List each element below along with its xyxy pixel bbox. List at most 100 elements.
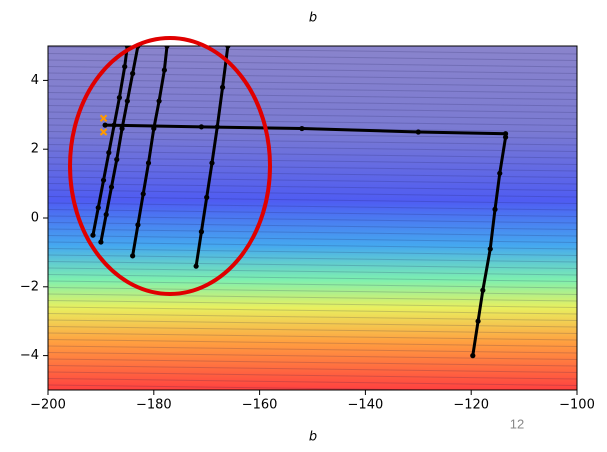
trajectory-point [122, 64, 128, 70]
x-tick-label: −100 [559, 398, 595, 413]
contour-line [48, 384, 464, 390]
trajectory-line [99, 46, 140, 243]
contour-line [48, 176, 577, 185]
contour-line [48, 371, 577, 380]
trajectory-point [299, 125, 305, 132]
contour-line [48, 274, 577, 282]
contour-background [48, 46, 577, 390]
contour-line [48, 189, 577, 198]
x-tick-label: −160 [242, 398, 278, 413]
top-label: b [309, 11, 317, 26]
trajectory-point [156, 98, 162, 104]
x-tick-label: −140 [348, 398, 384, 413]
trajectory-point [98, 239, 104, 245]
y-tick-label: 0 [31, 211, 39, 226]
trajectory-point [497, 170, 503, 176]
y-tick-label: −4 [20, 348, 39, 363]
contour-line [48, 66, 577, 74]
trajectory-point [102, 122, 108, 128]
contour-line [48, 345, 577, 354]
contour-line [48, 72, 577, 81]
contour-line [48, 131, 577, 139]
trajectory-point [502, 131, 509, 137]
contour-line [48, 144, 577, 152]
contour-line [48, 85, 577, 94]
trajectory-line [91, 46, 129, 236]
contour-line [48, 306, 577, 315]
contour-line [48, 183, 577, 191]
trajectory-line [105, 123, 508, 356]
trajectory-point [415, 129, 421, 135]
contour-line [48, 202, 577, 211]
trajectory-point [114, 156, 120, 163]
contour-line [48, 150, 577, 159]
contour-line [48, 339, 577, 347]
trajectory-point [140, 191, 146, 197]
contour-line [48, 79, 577, 87]
contour-line [48, 111, 577, 120]
trajectory-point [124, 98, 130, 104]
trajectory-point [475, 318, 481, 324]
y-tick-label: 2 [31, 142, 39, 157]
contour-line [48, 209, 577, 217]
contour-line [48, 163, 577, 172]
trajectory-point [492, 206, 498, 212]
trajectory-point [161, 67, 167, 73]
contour-line [48, 352, 577, 360]
trajectory-marker [99, 128, 108, 136]
trajectory-point [164, 46, 170, 49]
trajectory-point [198, 229, 205, 235]
contour-line [48, 267, 577, 276]
trajectory-point [119, 125, 125, 132]
x-tick-label: −200 [30, 398, 66, 413]
trajectory-point [204, 194, 210, 200]
contour-line [48, 98, 577, 107]
trajectory-point [225, 46, 231, 49]
contour-line [48, 313, 577, 321]
trajectory-point [198, 124, 205, 130]
trajectory-point [470, 353, 476, 359]
trajectory-point [111, 122, 117, 128]
contour-line [48, 215, 577, 224]
trajectory-point [90, 232, 96, 238]
contour-line [48, 319, 577, 328]
contour-line [48, 358, 577, 367]
contour-line [48, 105, 577, 113]
trajectory-point [487, 246, 493, 252]
trajectory-point [480, 287, 486, 293]
contour-line [48, 170, 577, 178]
trajectory-point [151, 125, 157, 132]
trajectory-point [106, 150, 112, 156]
trajectory-point [209, 160, 215, 166]
trajectory-point [100, 177, 107, 183]
x-tick-label: −120 [453, 398, 489, 413]
trajectory-point [130, 70, 136, 77]
contour-line [48, 378, 577, 386]
contour-line [48, 287, 577, 295]
trajectory-point [103, 211, 109, 218]
contour-line [48, 261, 577, 269]
contour-line [48, 118, 577, 126]
contour-line [48, 137, 577, 146]
trajectory-point [135, 222, 141, 228]
contour-line [48, 332, 577, 341]
contour-line [48, 326, 577, 334]
x-tick-label: −180 [136, 398, 172, 413]
trajectory-point [219, 84, 226, 90]
plot-area [90, 46, 509, 359]
trajectory-point [193, 263, 199, 269]
contour-line [48, 293, 577, 302]
y-tick-label: 4 [31, 73, 39, 88]
contour-line [48, 157, 577, 165]
trajectory-marker [99, 114, 108, 122]
trajectory-point [95, 205, 101, 211]
contour-line [48, 280, 577, 289]
trajectory-line [131, 46, 169, 257]
contour-line [48, 300, 577, 308]
trajectory-point [130, 253, 136, 259]
x-axis-label: b [309, 430, 317, 445]
highlight-ellipse [68, 36, 272, 296]
page-number: 12 [510, 416, 524, 431]
contour-line [48, 92, 577, 100]
